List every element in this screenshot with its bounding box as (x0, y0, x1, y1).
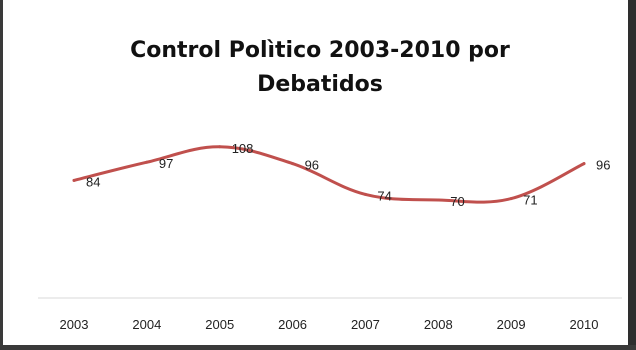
x-tick-label: 2010 (570, 317, 599, 332)
data-point (436, 198, 440, 202)
series-line (72, 145, 586, 204)
data-point (145, 160, 149, 164)
x-tick-label: 2008 (424, 317, 453, 332)
left-border (0, 0, 3, 350)
data-point (218, 145, 222, 149)
x-tick-label: 2004 (132, 317, 161, 332)
data-label: 71 (523, 193, 537, 208)
data-point (509, 197, 513, 201)
x-tick-label: 2003 (60, 317, 89, 332)
x-tick-label: 2006 (278, 317, 307, 332)
x-tick-label: 2009 (497, 317, 526, 332)
data-point (363, 192, 367, 196)
right-border (628, 0, 636, 350)
series-layer (72, 145, 586, 204)
data-label: 97 (159, 156, 173, 171)
chart-title: Control Polìtico 2003-2010 por Debatidos (130, 38, 510, 97)
data-label: 70 (450, 194, 464, 209)
bottom-border (0, 345, 636, 350)
data-point (582, 162, 586, 166)
data-label: 84 (86, 174, 100, 189)
data-point (72, 178, 76, 182)
data-label: 96 (596, 158, 610, 173)
data-label: 108 (232, 141, 254, 156)
data-label: 74 (377, 188, 391, 203)
data-label-layer: 84 97 108 96 74 70 71 96 (86, 141, 610, 209)
data-label: 96 (305, 158, 319, 173)
data-point (291, 162, 295, 166)
x-tick-label: 2007 (351, 317, 380, 332)
x-tick-label: 2005 (205, 317, 234, 332)
x-tick-layer: 2003 2004 2005 2006 2007 2008 2009 2010 (60, 317, 599, 332)
